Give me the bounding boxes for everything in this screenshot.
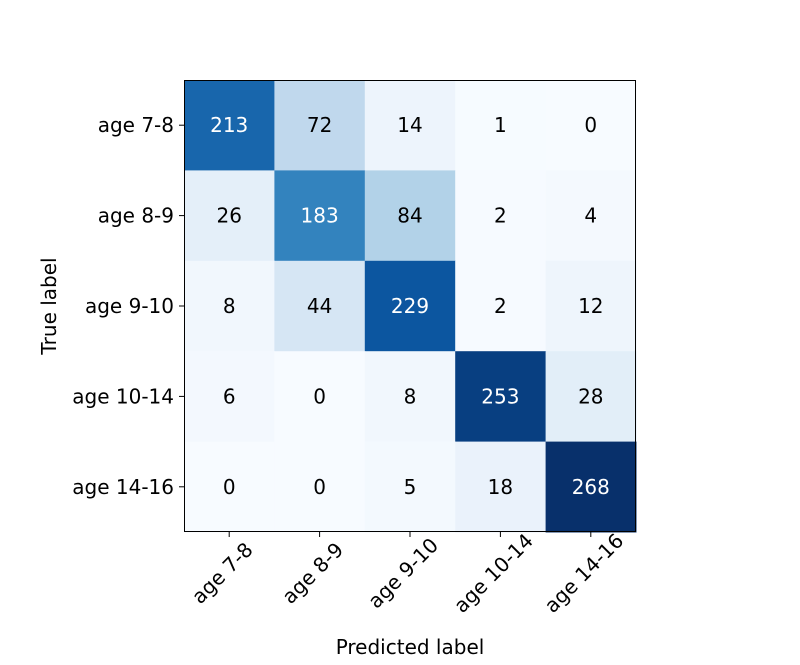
x-tick-label: age 7-8 (187, 538, 258, 609)
heatmap-cell (545, 80, 637, 171)
heatmap-cell (455, 170, 547, 262)
y-tick-label: age 14-16 (72, 475, 174, 499)
heatmap-cell (184, 170, 275, 262)
x-tick-label: age 9-10 (363, 533, 443, 613)
y-tick-label: age 7-8 (98, 113, 174, 137)
cell-value-label: 2 (494, 294, 507, 318)
y-tick-label: age 9-10 (85, 294, 174, 318)
cell-value-label: 12 (578, 294, 603, 318)
heatmap-cell (274, 441, 366, 533)
cell-value-label: 4 (584, 204, 597, 228)
heatmap-cell (364, 260, 456, 352)
cell-value-label: 8 (223, 294, 236, 318)
heatmap-cell (184, 260, 275, 352)
cell-value-label: 0 (223, 475, 236, 499)
y-axis-label: True label (37, 257, 61, 355)
cell-value-label: 213 (210, 113, 248, 137)
cell-value-label: 26 (216, 204, 241, 228)
plot-frame (184, 80, 636, 532)
cell-value-label: 44 (307, 294, 332, 318)
heatmap-cell (545, 351, 637, 443)
cell-value-label: 0 (313, 384, 326, 408)
heatmap-cell (274, 260, 366, 352)
heatmap-cell (184, 351, 275, 443)
cell-value-label: 229 (391, 294, 429, 318)
cell-value-label: 0 (313, 475, 326, 499)
heatmap-cell (364, 170, 456, 262)
heatmap-cell (364, 441, 456, 533)
heatmap-cell (545, 260, 637, 352)
x-tick-label: age 14-16 (539, 529, 628, 618)
heatmap-cell (274, 80, 366, 171)
y-tick-label: age 8-9 (98, 204, 174, 228)
heatmap-cell (184, 80, 275, 171)
cell-value-label: 84 (397, 204, 422, 228)
heatmap-cell (545, 170, 637, 262)
cell-value-label: 8 (404, 384, 417, 408)
x-tick-label: age 10-14 (449, 529, 538, 618)
heatmap-cell (184, 441, 275, 533)
cell-value-label: 28 (578, 384, 603, 408)
heatmap-cell (455, 351, 547, 443)
cell-value-label: 14 (397, 113, 422, 137)
x-axis-label: Predicted label (336, 635, 485, 659)
cell-value-label: 6 (223, 384, 236, 408)
cell-value-label: 2 (494, 204, 507, 228)
heatmap-cell (364, 351, 456, 443)
cell-value-label: 253 (481, 384, 519, 408)
cell-value-label: 183 (301, 204, 339, 228)
heatmap-cell (545, 441, 637, 533)
heatmap-cell (274, 351, 366, 443)
x-tick-label: age 8-9 (277, 538, 348, 609)
cell-value-label: 5 (404, 475, 417, 499)
cell-value-label: 18 (488, 475, 513, 499)
heatmap-cell (364, 80, 456, 171)
y-tick-label: age 10-14 (72, 384, 174, 408)
cell-value-label: 1 (494, 113, 507, 137)
heatmap-cell (455, 441, 547, 533)
cell-value-label: 268 (572, 475, 610, 499)
heatmap-cell (455, 260, 547, 352)
heatmap-cell (455, 80, 547, 171)
cell-value-label: 0 (584, 113, 597, 137)
cell-value-label: 72 (307, 113, 332, 137)
heatmap-cell (274, 170, 366, 262)
